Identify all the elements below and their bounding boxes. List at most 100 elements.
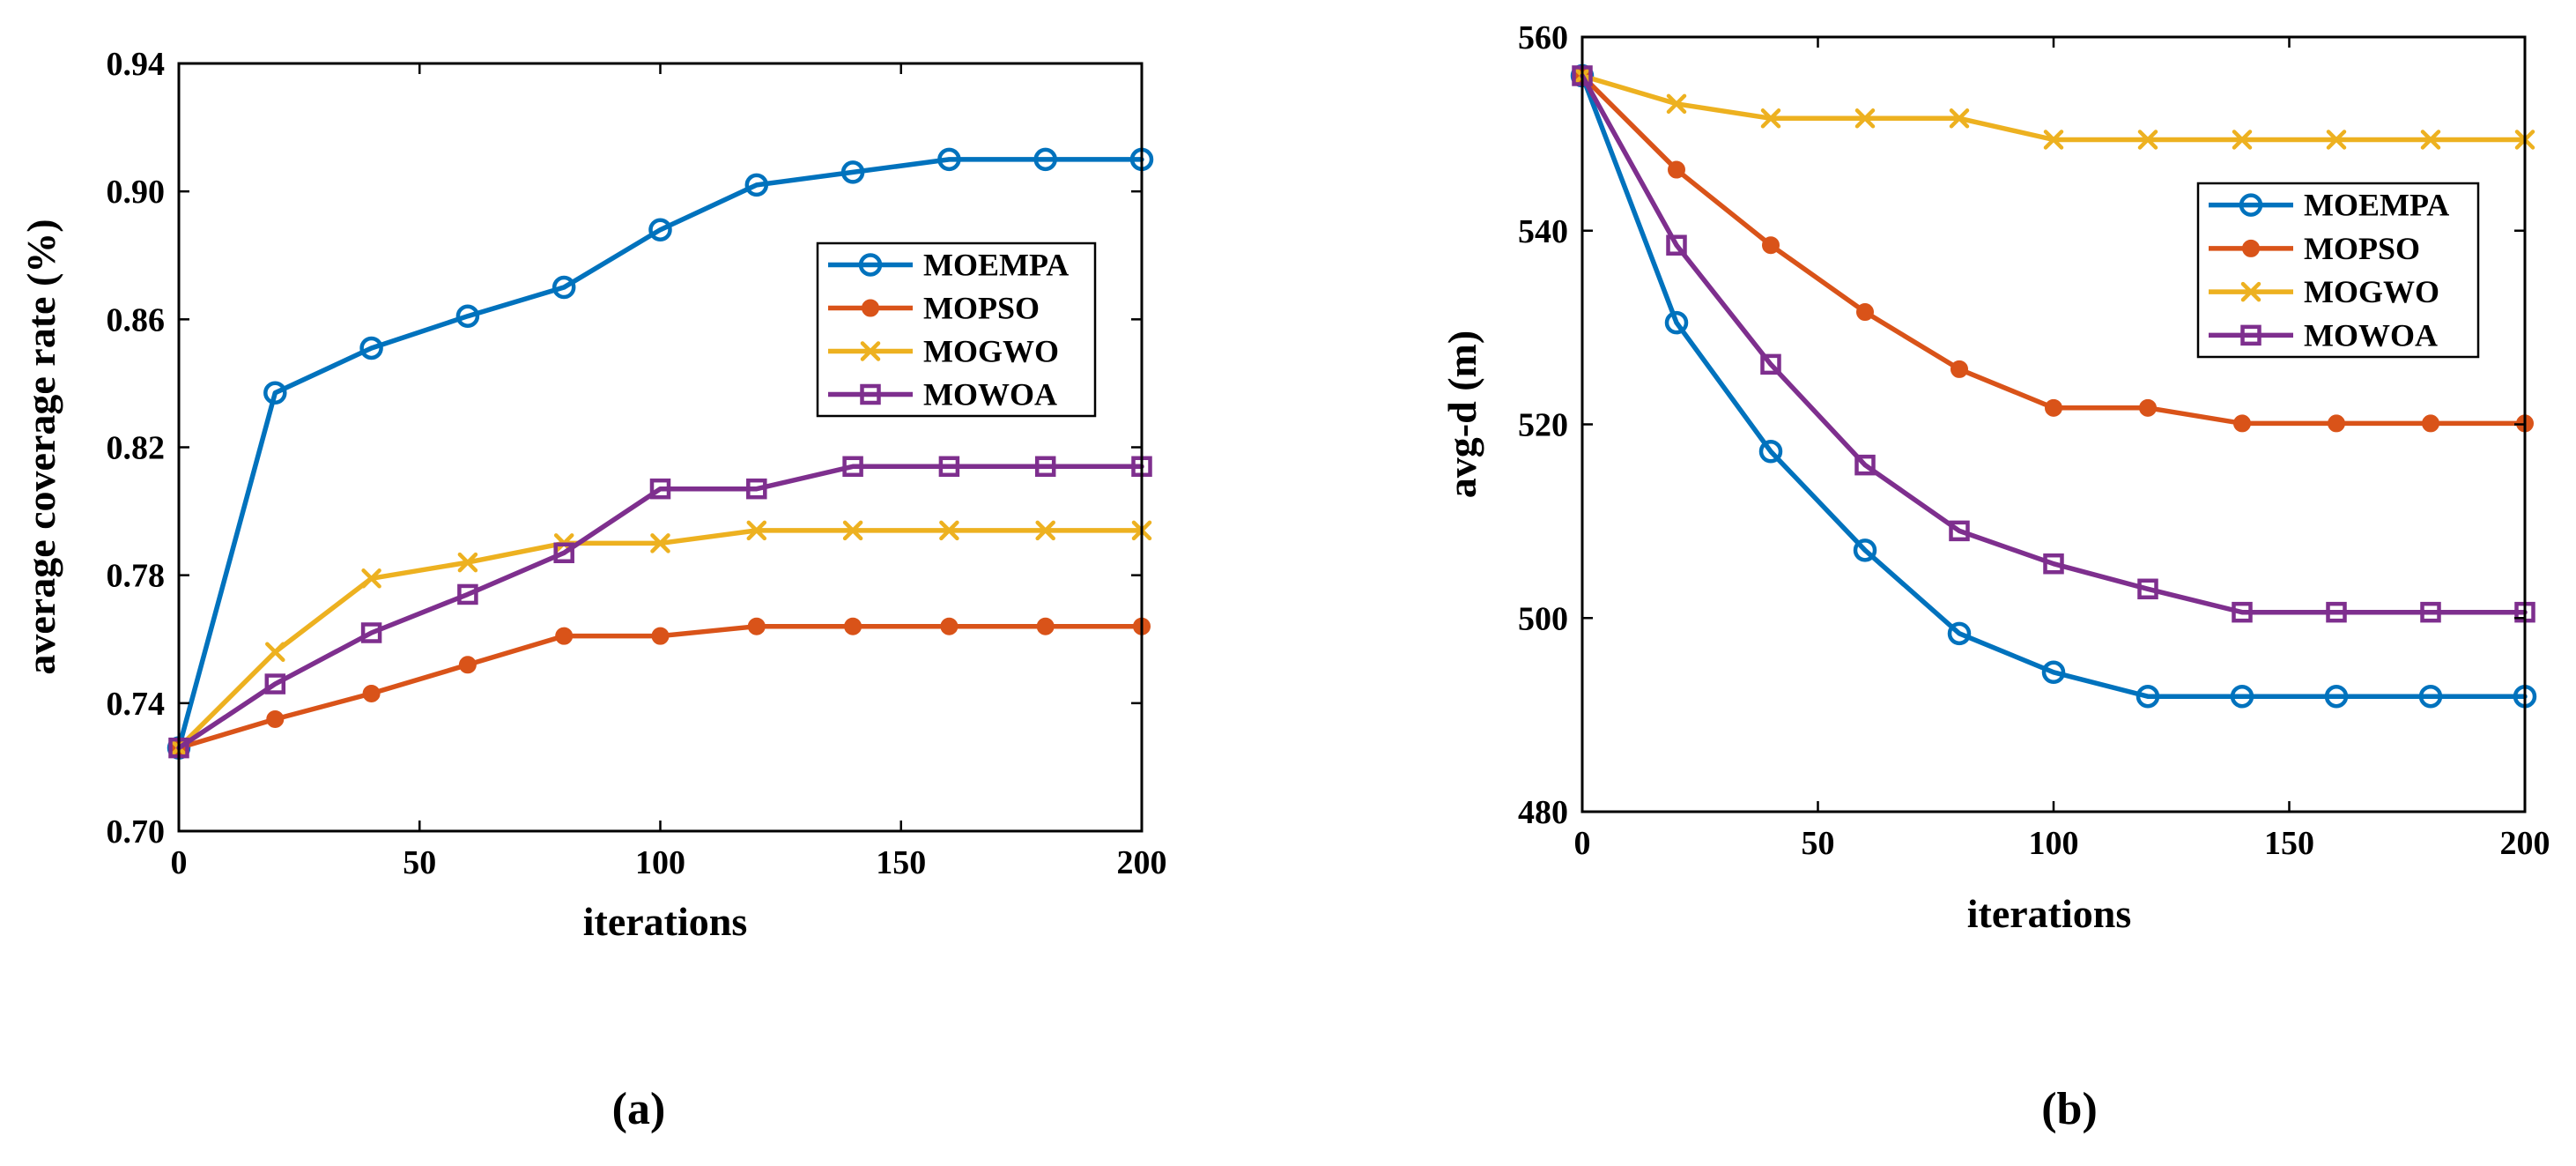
a-point-mopso-6 (747, 617, 766, 635)
b-point-mopso-7 (2233, 414, 2251, 433)
b-point-mowoa-6 (2137, 578, 2158, 600)
b-point-mowoa-9 (2420, 601, 2441, 623)
a-point-mowoa-4 (553, 542, 574, 564)
a-caption: (a) (612, 1084, 666, 1134)
b-point-mogwo-2 (1760, 108, 1781, 129)
a-point-mogwo-2 (361, 568, 381, 589)
b-point-mowoa-4 (1949, 520, 1970, 542)
a-y-tick-label: 0.70 (107, 813, 166, 850)
a-point-mowoa-2 (360, 622, 382, 643)
b-point-mogwo-9 (2420, 130, 2441, 150)
a-point-mogwo-9 (1035, 520, 1055, 541)
b-point-mogwo-6 (2137, 130, 2158, 150)
a-y-tick-label: 0.78 (107, 558, 166, 595)
b-point-mopso-9 (2422, 414, 2439, 433)
b-legend-label-mopso: MOPSO (2304, 231, 2420, 266)
b-y-tick-label: 560 (1518, 19, 1568, 56)
b-y-tick-label: 540 (1518, 213, 1568, 250)
a-x-tick-label: 150 (876, 844, 926, 881)
b-point-moempa-2 (1758, 440, 1783, 464)
b-x-tick-label: 100 (2029, 825, 2079, 862)
a-point-mopso-1 (266, 709, 285, 728)
b-point-moempa-8 (2324, 684, 2349, 709)
b-caption: (b) (2041, 1084, 2098, 1134)
a-series-line-mowoa (176, 464, 1144, 751)
a-legend-label-mopso: MOPSO (923, 291, 1040, 326)
a-point-moempa-6 (744, 173, 769, 197)
a-point-moempa-2 (359, 336, 383, 360)
b-point-mogwo-1 (1666, 93, 1687, 115)
a-point-mopso-9 (1036, 617, 1055, 635)
a-x-tick-label: 0 (171, 844, 188, 881)
a-series-line-moempa (176, 157, 1144, 751)
b-legend-marker-mowoa (2240, 324, 2261, 346)
b-x-tick-label: 150 (2264, 825, 2314, 862)
a-point-mowoa-5 (649, 478, 671, 500)
a-y-tick-label: 0.82 (107, 430, 166, 467)
b-point-mogwo-4 (1949, 108, 1970, 129)
a-legend-label-moempa: MOEMPA (923, 248, 1069, 283)
a-point-moempa-5 (648, 218, 672, 241)
a-point-mopso-2 (362, 684, 381, 702)
a-y-tick-label: 0.90 (107, 174, 166, 211)
a-y-tick-label: 0.74 (107, 686, 166, 723)
b-point-mogwo-5 (2043, 130, 2064, 150)
a-point-moempa-1 (263, 381, 287, 405)
b-point-mowoa-5 (2043, 553, 2064, 575)
b-point-moempa-7 (2230, 684, 2254, 709)
a-point-moempa-7 (840, 160, 865, 184)
a-point-mowoa-3 (457, 583, 478, 605)
a-x-tick-label: 100 (635, 844, 685, 881)
a-point-mopso-4 (555, 627, 574, 645)
b-y-tick-label: 480 (1518, 794, 1568, 831)
a-x-tick-label: 200 (1117, 844, 1167, 881)
b-y-tick-label: 500 (1518, 600, 1568, 637)
chart-b: 0 50 100 150 200 480 500 520 540 560 iterations avg… (1440, 19, 2550, 1134)
b-point-moempa-9 (2418, 684, 2443, 709)
a-legend: MOEMPA MOPSO MOGWO MOWOA (816, 241, 1097, 418)
a-point-moempa-3 (455, 304, 480, 328)
b-point-moempa-6 (2136, 684, 2160, 709)
a-legend-marker-mopso (862, 299, 879, 317)
a-point-mopso-8 (940, 617, 959, 635)
a-point-moempa-8 (937, 147, 961, 172)
b-point-mogwo-7 (2232, 130, 2253, 150)
b-x-axis-title: iterations (1967, 891, 2132, 936)
b-point-mopso-1 (1668, 160, 1685, 179)
b-point-mopso-4 (1951, 360, 1968, 378)
b-x-tick-label: 0 (1574, 825, 1591, 862)
a-point-mopso-7 (844, 617, 862, 635)
b-point-mopso-6 (2139, 398, 2157, 417)
b-series-line-moempa (1580, 73, 2528, 699)
a-point-mopso-3 (458, 656, 477, 674)
a-point-mowoa-6 (746, 478, 767, 500)
a-point-moempa-9 (1033, 147, 1057, 172)
a-point-mowoa-9 (1034, 456, 1056, 478)
b-point-mogwo-8 (2326, 130, 2347, 150)
b-x-tick-label: 50 (1802, 825, 1835, 862)
a-axes-frame (177, 62, 1144, 833)
a-legend-marker-mowoa (860, 383, 881, 405)
b-legend-marker-mopso (2242, 239, 2260, 257)
a-point-moempa-4 (551, 275, 576, 300)
b-point-moempa-4 (1947, 621, 1972, 646)
a-legend-marker-mogwo (860, 341, 881, 361)
b-point-mowoa-3 (1854, 454, 1876, 476)
a-point-mogwo-3 (457, 552, 478, 573)
b-series-line-mowoa (1580, 73, 2528, 615)
b-legend-label-mowoa: MOWOA (2304, 317, 2438, 353)
a-point-mogwo-5 (650, 533, 670, 553)
b-y-axis-title: avg-d (m) (1440, 330, 1484, 498)
a-point-mowoa-7 (842, 456, 863, 478)
a-y-tick-label: 0.94 (107, 46, 166, 83)
a-x-tick-label: 50 (403, 844, 436, 881)
b-point-mopso-3 (1856, 303, 1874, 322)
b-point-moempa-5 (2041, 660, 2066, 685)
b-point-mowoa-1 (1666, 234, 1687, 256)
b-point-mowoa-7 (2232, 601, 2253, 623)
b-point-moempa-1 (1664, 310, 1689, 335)
b-point-moempa-3 (1853, 538, 1877, 562)
a-point-mogwo-6 (746, 520, 767, 541)
a-point-mogwo-7 (842, 520, 863, 541)
